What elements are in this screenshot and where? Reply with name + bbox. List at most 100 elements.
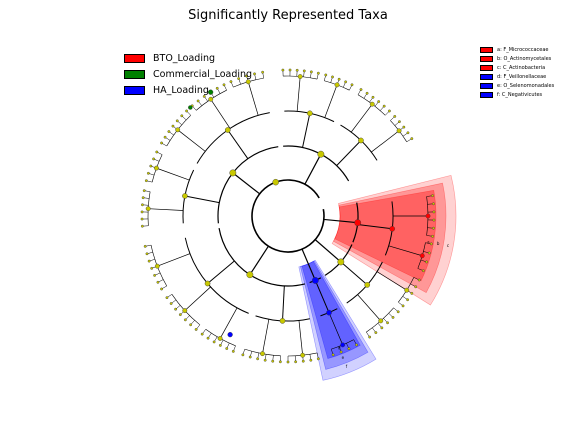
cladogram-node (368, 335, 372, 339)
cladogram-node (245, 74, 248, 78)
cladogram-node (256, 357, 260, 361)
cladogram-node (309, 358, 313, 362)
cladogram-node (222, 83, 226, 87)
cladogram-node (389, 225, 396, 232)
cladogram-node (417, 278, 421, 282)
cladogram-node (146, 171, 150, 175)
cladogram-node (144, 179, 148, 183)
cladogram-node (337, 77, 341, 81)
cladogram-node (263, 358, 267, 362)
cladogram-node (145, 206, 151, 212)
branch-line (388, 245, 423, 257)
cladogram-node (340, 342, 346, 348)
cladogram-node (160, 287, 163, 291)
cladogram-node (140, 210, 144, 214)
cladogram-node (386, 321, 389, 325)
group-legend: BTO_Loading Commercial_Loading HA_Loadin… (124, 50, 252, 98)
branch-line (227, 129, 249, 159)
taxa-key-swatch (480, 64, 493, 71)
cladogram-node (245, 79, 251, 85)
taxa-key-swatch (480, 55, 493, 62)
cladogram-node (140, 217, 144, 221)
taxa-key-label: b: O_Actinomycetales (497, 55, 552, 62)
cladogram-node (371, 95, 375, 99)
branch-line (298, 320, 303, 356)
taxa-key-label: a: F_Micrococcaceae (497, 46, 549, 53)
cladogram-node (414, 285, 418, 289)
cladogram-node (248, 355, 252, 359)
cladogram-node (204, 280, 211, 287)
cladogram-node (432, 210, 436, 214)
cladogram-node (149, 164, 153, 168)
cladogram-node (241, 353, 245, 357)
cladogram-nodes (140, 68, 436, 364)
branch-line (184, 286, 211, 311)
taxa-key-item: a: F_Micrococcaceae (480, 45, 554, 54)
cladogram-node (359, 88, 363, 91)
taxa-key-item: c: C_Actinobacteria (480, 63, 554, 72)
cladogram-node (410, 291, 414, 295)
cladogram-node (374, 331, 378, 335)
cladogram-node (229, 169, 237, 177)
cladogram-node (429, 242, 433, 246)
clade-band (331, 174, 457, 306)
cladogram-node (278, 360, 282, 364)
cladogram-node (294, 360, 298, 364)
cladogram-node (364, 282, 371, 288)
cladogram-node (200, 332, 204, 336)
cladogram-node (396, 128, 402, 134)
cladogram-node (261, 70, 265, 74)
branch-line (357, 224, 393, 230)
taxa-key-swatch (480, 46, 493, 53)
cladogram-node (281, 68, 285, 72)
cladogram-node (402, 125, 406, 129)
cladogram-node (153, 273, 157, 277)
cladogram-node (279, 318, 286, 324)
cladogram-node (324, 73, 328, 77)
cladogram-node (432, 202, 435, 206)
cladogram-node (302, 69, 306, 73)
cladogram-node (295, 68, 299, 72)
branch-line (296, 76, 301, 112)
clade-band-label: c (447, 243, 449, 248)
cladogram-node (316, 71, 320, 75)
cladogram-node (246, 271, 254, 279)
cladogram-node (208, 89, 214, 95)
cladogram-node (253, 72, 256, 76)
legend-swatch-commercial (124, 69, 145, 79)
legend-item-commercial: Commercial_Loading (124, 66, 252, 82)
cladogram-node (297, 74, 303, 79)
clade-band-label: e (342, 355, 345, 360)
cladogram-node (163, 135, 167, 139)
cladogram-node (398, 120, 401, 124)
cladogram-node (194, 328, 198, 331)
cladogram-node (231, 349, 235, 353)
cladogram-node (160, 141, 163, 145)
cladogram-node (358, 137, 364, 144)
branch-line (301, 248, 316, 281)
cladogram-node (419, 253, 425, 259)
cladogram-node (202, 95, 206, 98)
cladogram-node (206, 336, 210, 340)
cladogram-node (141, 203, 144, 207)
cladogram-node (337, 258, 345, 266)
cladogram-node (355, 343, 358, 347)
cladogram-node (225, 347, 229, 350)
cladogram-node (425, 213, 431, 219)
branch-line (340, 261, 368, 286)
branch-line (323, 218, 358, 224)
cladogram-node (377, 100, 381, 103)
cladogram-node (141, 196, 145, 200)
taxa-key-item: d: F_Veillonellaceae (480, 72, 554, 81)
clade-band-label: b (437, 241, 440, 246)
cladogram-node (237, 77, 241, 80)
cladogram-node (431, 234, 434, 238)
taxa-key-label: f: C_Negativicutes (497, 91, 543, 98)
branch-line (376, 271, 407, 291)
legend-swatch-bto (124, 53, 145, 63)
cladogram-node (150, 266, 154, 270)
branch-line (304, 153, 322, 185)
taxa-key-swatch (480, 73, 493, 80)
cladogram-node (196, 99, 200, 103)
